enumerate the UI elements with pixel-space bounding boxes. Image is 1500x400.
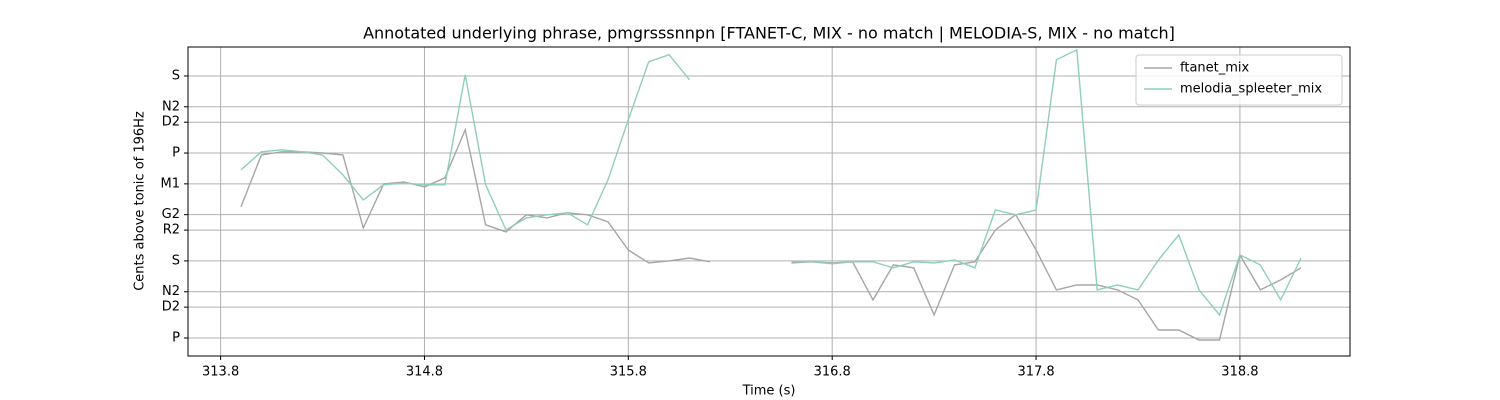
y-tick-label: M1 — [161, 176, 181, 191]
y-tick-label: D2 — [162, 115, 180, 130]
x-tick-label: 314.8 — [406, 365, 443, 380]
legend-label: melodia_spleeter_mix — [1180, 82, 1322, 97]
legend-label: ftanet_mix — [1180, 61, 1250, 76]
y-tick-label: N2 — [162, 99, 180, 114]
data-line — [240, 127, 1302, 341]
y-tick-label: S — [172, 68, 180, 83]
data-line — [240, 48, 1302, 317]
x-tick-label: 317.8 — [1017, 365, 1054, 380]
y-axis-label: Cents above tonic of 196Hz — [133, 111, 148, 291]
x-tick-label: 316.8 — [814, 365, 851, 380]
x-tick-label: 315.8 — [610, 365, 647, 380]
x-tick-label: 318.8 — [1221, 365, 1258, 380]
y-tick-label: P — [172, 330, 180, 345]
y-tick-label: D2 — [162, 300, 180, 315]
y-tick-label: G2 — [162, 207, 180, 222]
chart-title: Annotated underlying phrase, pmgrsssnnpn… — [363, 24, 1175, 43]
y-tick-label: S — [172, 253, 180, 268]
x-tick-label: 313.8 — [202, 365, 239, 380]
x-axis-label: Time (s) — [742, 384, 796, 399]
legend-box — [1135, 54, 1343, 106]
plot-frame — [187, 46, 1351, 357]
y-tick-label: P — [172, 146, 180, 161]
y-tick-label: N2 — [162, 284, 180, 299]
legend: ftanet_mix melodia_spleeter_mix — [1135, 54, 1343, 106]
y-tick-label: R2 — [163, 223, 180, 238]
